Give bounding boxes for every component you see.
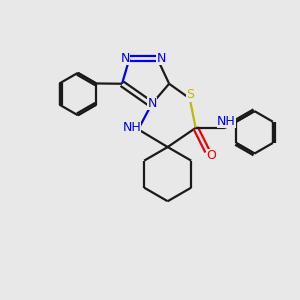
Text: N: N bbox=[120, 52, 130, 65]
Text: O: O bbox=[206, 149, 216, 162]
Text: N: N bbox=[157, 52, 166, 65]
Text: NH: NH bbox=[122, 121, 141, 134]
Text: S: S bbox=[186, 88, 194, 101]
Text: NH: NH bbox=[217, 115, 236, 128]
Text: N: N bbox=[147, 97, 157, 110]
